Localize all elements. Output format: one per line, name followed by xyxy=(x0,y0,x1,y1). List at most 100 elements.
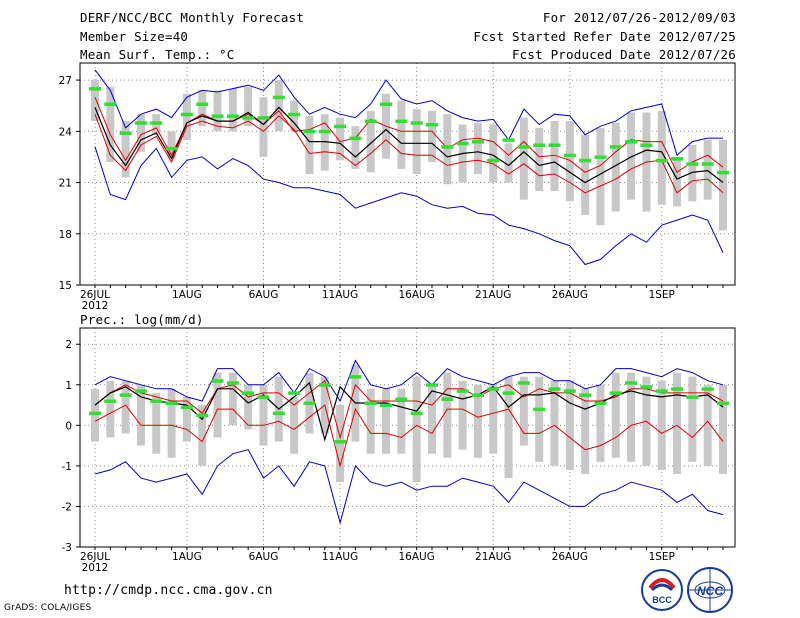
ensemble-box-3 xyxy=(136,384,145,446)
observed-mark-31 xyxy=(563,389,576,393)
observed-mark-5 xyxy=(165,401,178,406)
ensemble-box-30 xyxy=(550,380,559,466)
observed-mark-39 xyxy=(686,395,699,399)
x-tick-label-0: 26JUL xyxy=(80,289,110,301)
ensemble-box-20 xyxy=(397,388,406,454)
x-tick-sublabel-0: 2012 xyxy=(82,300,109,312)
ensemble-box-22 xyxy=(427,384,436,454)
x-tick-label-1: 1AUG xyxy=(172,551,202,563)
x-tick-label-5: 21AUG xyxy=(475,289,511,301)
chart-title: DERF/NCC/BCC Monthly Forecast xyxy=(80,10,305,25)
x-tick-label-6: 26AUG xyxy=(552,551,588,563)
observed-mark-26 xyxy=(487,387,500,391)
observed-mark-40 xyxy=(701,387,714,391)
ensemble-box-41 xyxy=(719,139,727,231)
ensemble-box-11 xyxy=(259,384,268,446)
ensemble-box-2 xyxy=(121,380,130,434)
ensemble-box-31 xyxy=(565,121,574,202)
observed-mark-21 xyxy=(410,121,423,125)
forecast-produced-date-label: Fcst Produced Date 2012/07/26 xyxy=(511,47,736,62)
x-tick-label-7: 1SEP xyxy=(649,551,675,563)
observed-mark-7 xyxy=(196,413,209,418)
observed-mark-2 xyxy=(119,393,132,397)
y-tick-label-1: 18 xyxy=(59,229,72,241)
ensemble-box-8 xyxy=(213,90,222,132)
observed-mark-14 xyxy=(303,401,316,406)
x-tick-label-5: 21AUG xyxy=(475,551,511,563)
precipitation-variable-label: Prec.: log(mm/d) xyxy=(80,312,204,327)
ensemble-box-18 xyxy=(366,110,375,173)
ensemble-box-0 xyxy=(91,80,99,122)
website-url[interactable]: http://cmdp.ncc.cma.gov.cn xyxy=(64,583,273,598)
ensemble-box-38 xyxy=(673,156,682,207)
observed-mark-18 xyxy=(364,119,377,124)
ncc-logo: NCC xyxy=(687,567,733,613)
observed-mark-29 xyxy=(533,143,546,147)
observed-mark-17 xyxy=(349,136,362,141)
ensemble-box-7 xyxy=(198,90,207,127)
observed-mark-41 xyxy=(717,170,729,175)
observed-mark-13 xyxy=(288,112,301,117)
ensemble-box-9 xyxy=(228,88,237,132)
observed-mark-19 xyxy=(380,403,393,408)
y-tick-label-1: -2 xyxy=(62,501,72,513)
ensemble-box-32 xyxy=(581,134,590,215)
y-tick-label-2: -1 xyxy=(62,461,72,473)
ensemble-box-20 xyxy=(397,100,406,169)
ensemble-box-34 xyxy=(611,122,620,212)
series-lower-line xyxy=(94,404,724,468)
ensemble-box-17 xyxy=(351,126,360,169)
ensemble-box-19 xyxy=(382,388,391,454)
series-upper-line xyxy=(94,97,724,174)
y-tick-label-2: 21 xyxy=(59,178,72,190)
observed-mark-27 xyxy=(502,138,515,142)
observed-mark-26 xyxy=(487,158,500,163)
ensemble-box-16 xyxy=(336,405,345,483)
ensemble-box-6 xyxy=(182,93,191,140)
ensemble-box-1 xyxy=(106,86,115,163)
observed-mark-34 xyxy=(609,391,622,395)
observed-mark-11 xyxy=(257,395,270,399)
observed-mark-0 xyxy=(89,411,101,416)
ensemble-box-28 xyxy=(519,376,528,446)
ensemble-box-5 xyxy=(167,131,176,159)
ensemble-box-9 xyxy=(228,372,237,426)
observed-mark-27 xyxy=(502,391,515,395)
ensemble-box-21 xyxy=(412,109,421,174)
ensemble-box-10 xyxy=(244,384,253,430)
ensemble-box-32 xyxy=(581,388,590,474)
observed-mark-7 xyxy=(196,102,209,106)
ensemble-box-16 xyxy=(336,117,345,161)
ensemble-box-33 xyxy=(596,127,605,226)
ensemble-box-5 xyxy=(167,388,176,458)
observed-mark-30 xyxy=(548,143,561,147)
ensemble-box-15 xyxy=(320,114,329,171)
ensemble-box-26 xyxy=(489,384,498,454)
ncc-logo-text: NCC xyxy=(697,584,723,598)
observed-mark-4 xyxy=(150,121,163,125)
y-tick-label-0: -3 xyxy=(62,542,72,554)
observed-mark-15 xyxy=(318,129,331,134)
ensemble-box-38 xyxy=(673,372,682,474)
plot-frame xyxy=(79,62,736,286)
ensemble-box-33 xyxy=(596,384,605,462)
ensemble-box-8 xyxy=(213,372,222,438)
plot-frame xyxy=(79,327,736,548)
observed-mark-23 xyxy=(441,397,454,401)
grads-credit: GrADS: COLA/IGES xyxy=(4,603,92,613)
observed-mark-40 xyxy=(701,162,714,166)
observed-mark-38 xyxy=(671,387,684,391)
forecast-start-date-label: Fcst Started Refer Date 2012/07/25 xyxy=(473,29,736,44)
x-tick-sublabel-0: 2012 xyxy=(82,562,109,574)
ensemble-box-34 xyxy=(611,372,620,458)
observed-mark-4 xyxy=(150,399,163,403)
series-mean-line xyxy=(94,106,724,184)
ensemble-box-29 xyxy=(535,127,544,192)
observed-mark-1 xyxy=(104,102,117,106)
observed-mark-34 xyxy=(609,145,622,149)
ensemble-box-40 xyxy=(703,139,712,200)
ensemble-box-23 xyxy=(443,114,452,185)
x-tick-label-3: 11AUG xyxy=(322,289,358,301)
ensemble-box-3 xyxy=(136,114,145,152)
